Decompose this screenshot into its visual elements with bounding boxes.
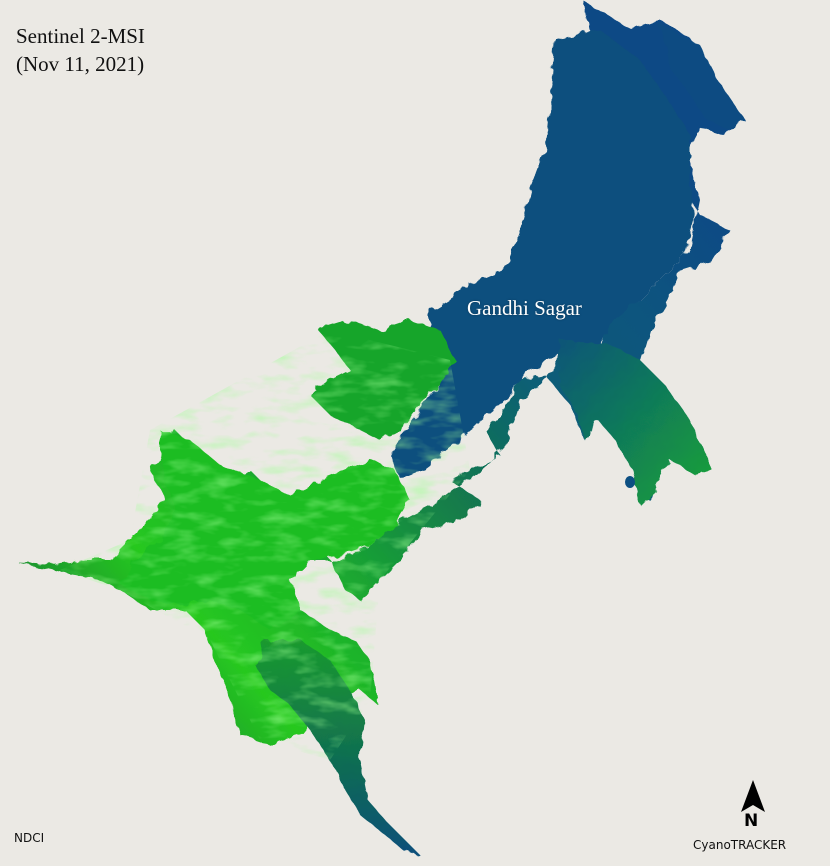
credit-label: CyanoTRACKER xyxy=(693,838,787,852)
index-label: NDCI xyxy=(14,831,45,845)
acquisition-date: (Nov 11, 2021) xyxy=(16,52,145,76)
map-title: Sentinel 2-MSI (Nov 11, 2021) xyxy=(16,22,145,78)
sensor-label: Sentinel 2-MSI xyxy=(16,24,145,48)
bloom-texture xyxy=(60,330,470,760)
north-arrow-icon xyxy=(741,780,765,812)
lake-name-label: Gandhi Sagar xyxy=(467,296,582,320)
north-label: N xyxy=(744,811,759,831)
pond xyxy=(625,476,635,488)
